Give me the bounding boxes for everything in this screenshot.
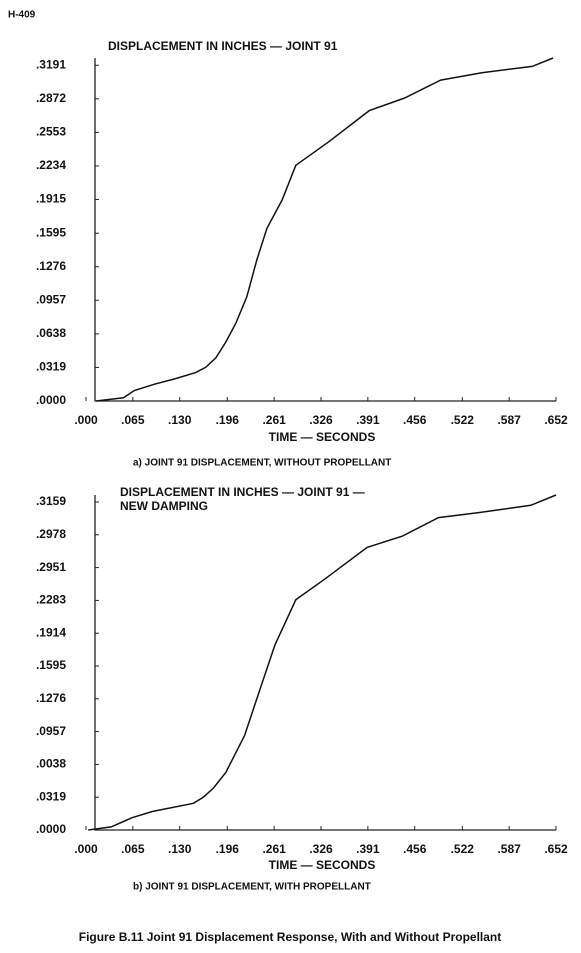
x-tick-label: .587 xyxy=(497,842,521,856)
x-tick-label: .326 xyxy=(309,842,333,856)
x-tick-label: .456 xyxy=(403,842,427,856)
chart-title: NEW DAMPING xyxy=(120,499,208,513)
y-tick-label: .2553 xyxy=(36,125,66,139)
x-tick-label: .326 xyxy=(309,413,333,427)
y-tick-label: .0319 xyxy=(36,360,66,374)
x-tick-label: .261 xyxy=(262,413,286,427)
y-tick-label: .0000 xyxy=(36,822,66,836)
x-tick-label: .652 xyxy=(544,413,568,427)
y-tick-label: .3191 xyxy=(36,57,66,71)
y-tick-label: .0638 xyxy=(36,326,66,340)
y-tick-label: .0957 xyxy=(36,724,66,738)
x-tick-label: .391 xyxy=(356,842,380,856)
chart-title: DISPLACEMENT IN INCHES — JOINT 91 xyxy=(108,39,338,53)
y-tick-label: .1595 xyxy=(36,225,66,239)
y-tick-label: .2283 xyxy=(36,593,66,607)
y-tick-label: .0319 xyxy=(36,789,66,803)
x-tick-label: .196 xyxy=(216,413,240,427)
y-tick-label: .2872 xyxy=(36,91,66,105)
chart-title: DISPLACEMENT IN INCHES — JOINT 91 — xyxy=(120,485,365,499)
x-tick-label: .000 xyxy=(74,842,98,856)
y-tick-label: .1595 xyxy=(36,658,66,672)
x-tick-label: .522 xyxy=(451,842,475,856)
x-tick-label: .065 xyxy=(121,413,145,427)
x-tick-label: .522 xyxy=(451,413,475,427)
y-tick-label: .0957 xyxy=(36,292,66,306)
data-line xyxy=(88,494,557,831)
x-tick-label: .130 xyxy=(168,413,192,427)
axes xyxy=(94,58,556,402)
x-tick-label: .130 xyxy=(168,842,192,856)
chart-caption: b) JOINT 91 DISPLACEMENT, WITH PROPELLAN… xyxy=(133,882,371,893)
y-tick-label: .2951 xyxy=(36,560,66,574)
x-tick-label: .391 xyxy=(356,413,380,427)
y-tick-label: .1914 xyxy=(36,625,66,639)
page-label: H-409 xyxy=(8,10,36,21)
figure-caption: Figure B.11 Joint 91 Displacement Respon… xyxy=(79,930,502,944)
x-tick-label: .196 xyxy=(216,842,240,856)
x-axis-label: TIME — SECONDS xyxy=(269,858,376,872)
data-line xyxy=(96,57,554,402)
x-tick-label: .652 xyxy=(544,842,568,856)
x-axis-label: TIME — SECONDS xyxy=(269,430,376,444)
x-tick-label: .587 xyxy=(497,413,521,427)
y-tick-label: .1276 xyxy=(36,259,66,273)
y-tick-label: .2234 xyxy=(36,158,66,172)
axes xyxy=(94,495,556,831)
y-tick-label: .3159 xyxy=(36,494,66,508)
y-tick-label: .1915 xyxy=(36,192,66,206)
y-tick-label: .0000 xyxy=(36,393,66,407)
chart-caption: a) JOINT 91 DISPLACEMENT, WITHOUT PROPEL… xyxy=(133,458,391,469)
x-tick-label: .456 xyxy=(403,413,427,427)
x-tick-label: .000 xyxy=(74,413,98,427)
y-tick-label: .2978 xyxy=(36,527,66,541)
y-tick-label: .1276 xyxy=(36,691,66,705)
x-tick-label: .065 xyxy=(121,842,145,856)
y-tick-label: .0038 xyxy=(36,757,66,771)
x-tick-label: .261 xyxy=(262,842,286,856)
